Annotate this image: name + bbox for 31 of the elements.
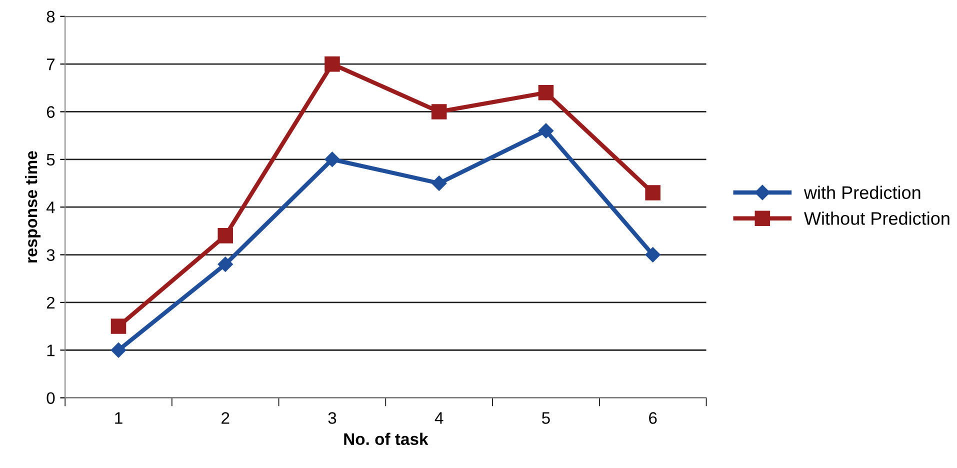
x-tick-label: 2 [222, 412, 230, 424]
point [110, 342, 126, 358]
point [538, 123, 554, 138]
point [645, 247, 660, 262]
y-tick-label: 5 [46, 154, 55, 166]
point [218, 256, 233, 272]
point [110, 318, 126, 334]
legend-label: Without Prediction [804, 212, 950, 225]
y-tick-label: 0 [46, 392, 55, 404]
point [324, 152, 340, 167]
x-tick-label: 6 [649, 412, 657, 424]
x-tick-label: 5 [542, 412, 550, 424]
point [218, 228, 234, 244]
x-tick-label: 4 [434, 412, 444, 424]
y-tick-label: 6 [46, 106, 55, 118]
point [431, 104, 447, 120]
y-tick-label: 1 [47, 344, 55, 356]
point [432, 176, 447, 191]
point [324, 56, 340, 72]
y-tick-label: 3 [46, 249, 55, 261]
x-axis-title: No. of task [344, 432, 428, 446]
point [645, 185, 660, 200]
x-tick-label: 1 [115, 412, 122, 424]
y-tick-label: 2 [46, 296, 55, 308]
legend-label: with Prediction [804, 186, 920, 200]
y-axis-title: response time [24, 151, 41, 262]
y-tick-label: 8 [46, 10, 55, 23]
x-tick-label: 3 [328, 412, 336, 424]
y-tick-label: 4 [46, 202, 55, 214]
y-tick-label: 7 [46, 58, 55, 70]
point [538, 85, 554, 100]
